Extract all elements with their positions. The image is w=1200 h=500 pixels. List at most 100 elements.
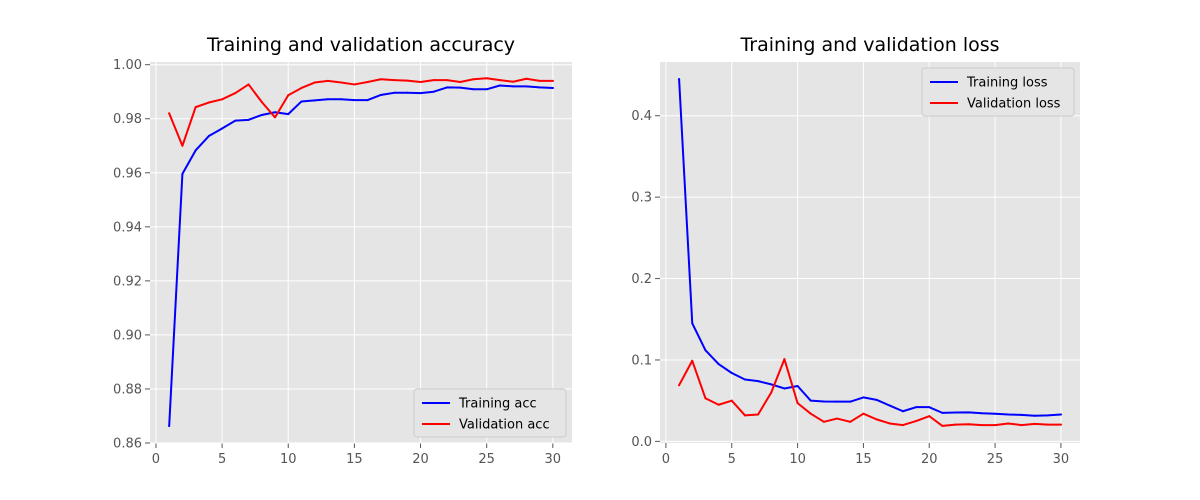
y-tick-label: 0.86 bbox=[113, 437, 142, 452]
legend-label: Training loss bbox=[966, 76, 1048, 91]
validation-acc-point bbox=[274, 116, 277, 119]
validation-loss-point bbox=[901, 424, 904, 427]
training-loss-point bbox=[691, 322, 694, 325]
training-loss-line bbox=[678, 78, 1062, 417]
validation-acc-point bbox=[459, 80, 462, 83]
training-acc-point bbox=[234, 119, 237, 122]
training-acc-point bbox=[379, 93, 382, 96]
x-tick-label: 0 bbox=[662, 452, 670, 467]
validation-loss-point bbox=[1046, 423, 1049, 426]
y-tick-label: 0.4 bbox=[631, 109, 652, 124]
training-loss-point bbox=[822, 400, 825, 403]
training-acc-point bbox=[260, 113, 263, 116]
training-acc-point bbox=[498, 84, 501, 87]
loss-chart: 0 5 10 15 20 25 30 0.0 0.1 0.2 0.3 0.4 Training and … bbox=[631, 34, 1080, 467]
legend-label: Training acc bbox=[458, 397, 537, 412]
training-acc-point bbox=[207, 135, 210, 138]
training-acc-point bbox=[472, 88, 475, 91]
training-loss-point bbox=[809, 399, 812, 402]
validation-acc-point bbox=[326, 79, 329, 82]
validation-loss-point bbox=[915, 420, 918, 423]
accuracy-legend: Training acc Validation acc bbox=[413, 388, 567, 438]
x-tick-label: 15 bbox=[346, 452, 363, 467]
training-loss-point bbox=[901, 410, 904, 413]
training-loss-point bbox=[836, 400, 839, 403]
training-acc-point bbox=[538, 86, 541, 89]
training-acc-point bbox=[551, 86, 554, 89]
x-tick-label: 30 bbox=[545, 452, 562, 467]
loss-chart-title: Training and validation loss bbox=[739, 34, 999, 56]
training-loss-point bbox=[980, 412, 983, 415]
training-loss-point bbox=[796, 385, 799, 388]
validation-loss-point bbox=[954, 423, 957, 426]
validation-loss-line bbox=[678, 358, 1062, 427]
x-tick-label: 5 bbox=[218, 452, 226, 467]
validation-acc-point bbox=[247, 83, 250, 86]
validation-loss-point bbox=[967, 423, 970, 426]
training-loss-point bbox=[783, 387, 786, 390]
validation-loss-point bbox=[822, 420, 825, 423]
validation-loss-point bbox=[994, 424, 997, 427]
loss-plot-area bbox=[660, 62, 1080, 443]
validation-acc-point bbox=[485, 77, 488, 80]
x-tick-label: 20 bbox=[921, 452, 938, 467]
training-loss-point bbox=[928, 406, 931, 409]
validation-acc-point bbox=[406, 79, 409, 82]
training-loss-point bbox=[730, 371, 733, 374]
training-acc-point bbox=[181, 172, 184, 175]
legend-label: Validation loss bbox=[967, 97, 1061, 112]
validation-loss-point bbox=[809, 412, 812, 415]
training-acc-point bbox=[459, 86, 462, 89]
validation-acc-point bbox=[393, 79, 396, 82]
x-tick-label: 15 bbox=[855, 452, 872, 467]
validation-acc-point bbox=[181, 144, 184, 147]
y-tick-label: 0.94 bbox=[113, 220, 142, 235]
y-tick-label: 0.88 bbox=[113, 382, 142, 397]
validation-acc-point bbox=[221, 98, 224, 101]
validation-acc-point bbox=[300, 86, 303, 89]
y-tick-label: 0.1 bbox=[631, 353, 652, 368]
validation-loss-point bbox=[928, 415, 931, 418]
validation-acc-point bbox=[234, 92, 237, 95]
training-loss-point bbox=[1020, 413, 1023, 416]
training-acc-point bbox=[313, 99, 316, 102]
validation-loss-point bbox=[862, 412, 865, 415]
x-tick-label: 5 bbox=[728, 452, 736, 467]
training-loss-point bbox=[678, 78, 681, 81]
validation-loss-point bbox=[730, 399, 733, 402]
training-loss-point bbox=[770, 383, 773, 386]
validation-loss-point bbox=[980, 424, 983, 427]
validation-acc-point bbox=[525, 77, 528, 80]
training-acc-point bbox=[274, 111, 277, 114]
validation-loss-point bbox=[1020, 424, 1023, 427]
legend-box bbox=[921, 67, 1075, 117]
y-tick-label: 0.3 bbox=[631, 191, 652, 206]
x-tick-label: 10 bbox=[789, 452, 806, 467]
training-acc-point bbox=[287, 113, 290, 116]
y-tick-label: 0.96 bbox=[113, 166, 142, 181]
training-acc-point bbox=[525, 85, 528, 88]
training-acc-point bbox=[366, 99, 369, 102]
validation-loss-point bbox=[757, 413, 760, 416]
validation-acc-point bbox=[472, 78, 475, 81]
validation-acc-line bbox=[168, 77, 554, 147]
legend-label: Validation acc bbox=[459, 418, 550, 433]
training-loss-point bbox=[994, 412, 997, 415]
y-tick-label: 0.0 bbox=[631, 435, 652, 450]
training-acc-point bbox=[353, 99, 356, 102]
validation-loss-point bbox=[743, 414, 746, 417]
training-acc-point bbox=[445, 86, 448, 89]
training-acc-point bbox=[247, 118, 250, 121]
validation-loss-point bbox=[836, 417, 839, 420]
accuracy-chart: 0 5 10 15 20 25 30 0.86 0.88 0.90 0.92 0.94 0.96 0.98… bbox=[113, 34, 572, 467]
y-tick-label: 1.00 bbox=[113, 58, 142, 73]
validation-acc-point bbox=[340, 81, 343, 84]
validation-loss-point bbox=[717, 403, 720, 406]
training-acc-point bbox=[419, 92, 422, 95]
y-tick-label: 0.2 bbox=[631, 272, 652, 287]
validation-acc-point bbox=[313, 81, 316, 84]
validation-loss-point bbox=[941, 424, 944, 427]
training-acc-point bbox=[340, 98, 343, 101]
validation-acc-point bbox=[538, 79, 541, 82]
